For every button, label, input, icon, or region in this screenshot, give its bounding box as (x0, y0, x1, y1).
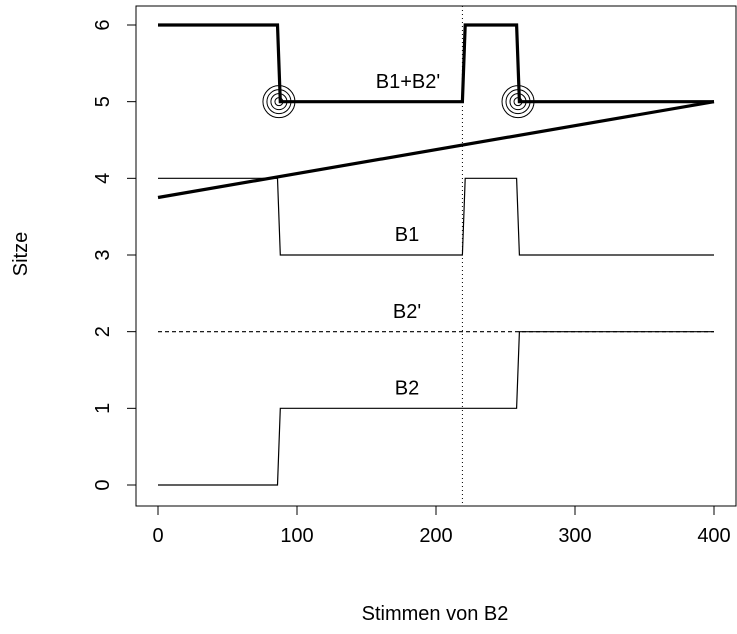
marker-ring (505, 89, 531, 115)
series-line-b1 (158, 177, 714, 256)
axes-layer: 0 100 200 300 400 0 1 2 3 4 5 6 (92, 5, 737, 547)
x-tick-label: 300 (558, 525, 591, 547)
y-tick-label: 1 (92, 403, 114, 414)
marker-ring (262, 85, 296, 119)
y-tick-label: 2 (92, 326, 114, 337)
y-tick-label: 3 (92, 249, 114, 260)
x-axis-label: Stimmen von B2 (362, 603, 509, 625)
x-tick-label: 400 (697, 525, 730, 547)
annotation-layer: B1+B2' B1 B2' B2 (376, 71, 440, 400)
series-annotation: B1 (395, 224, 419, 246)
series-line-trend-4 (157, 100, 715, 200)
marker-ring (509, 93, 527, 111)
target-marker (501, 85, 535, 119)
marker-layer (262, 85, 535, 119)
target-marker (262, 85, 296, 119)
marker-ring (266, 89, 292, 115)
marker-ring (270, 93, 288, 111)
series-annotation: B1+B2' (376, 71, 440, 93)
series-line-b1-b2 (158, 23, 714, 104)
y-tick-label: 0 (92, 479, 114, 490)
y-tick-label: 5 (92, 96, 114, 107)
y-axis-label: Sitze (10, 232, 32, 276)
series-annotation: B2 (395, 378, 419, 400)
y-tick-label: 6 (92, 19, 114, 30)
series-line-b2 (158, 331, 714, 486)
marker-ring (274, 97, 284, 107)
marker-ring (513, 97, 523, 107)
y-tick-label: 4 (92, 173, 114, 184)
series-layer (157, 6, 715, 506)
marker-ring (501, 85, 535, 119)
x-tick-label: 200 (419, 525, 452, 547)
x-tick-label: 0 (152, 525, 163, 547)
x-tick-label: 100 (280, 525, 313, 547)
series-annotation: B2' (393, 301, 421, 323)
